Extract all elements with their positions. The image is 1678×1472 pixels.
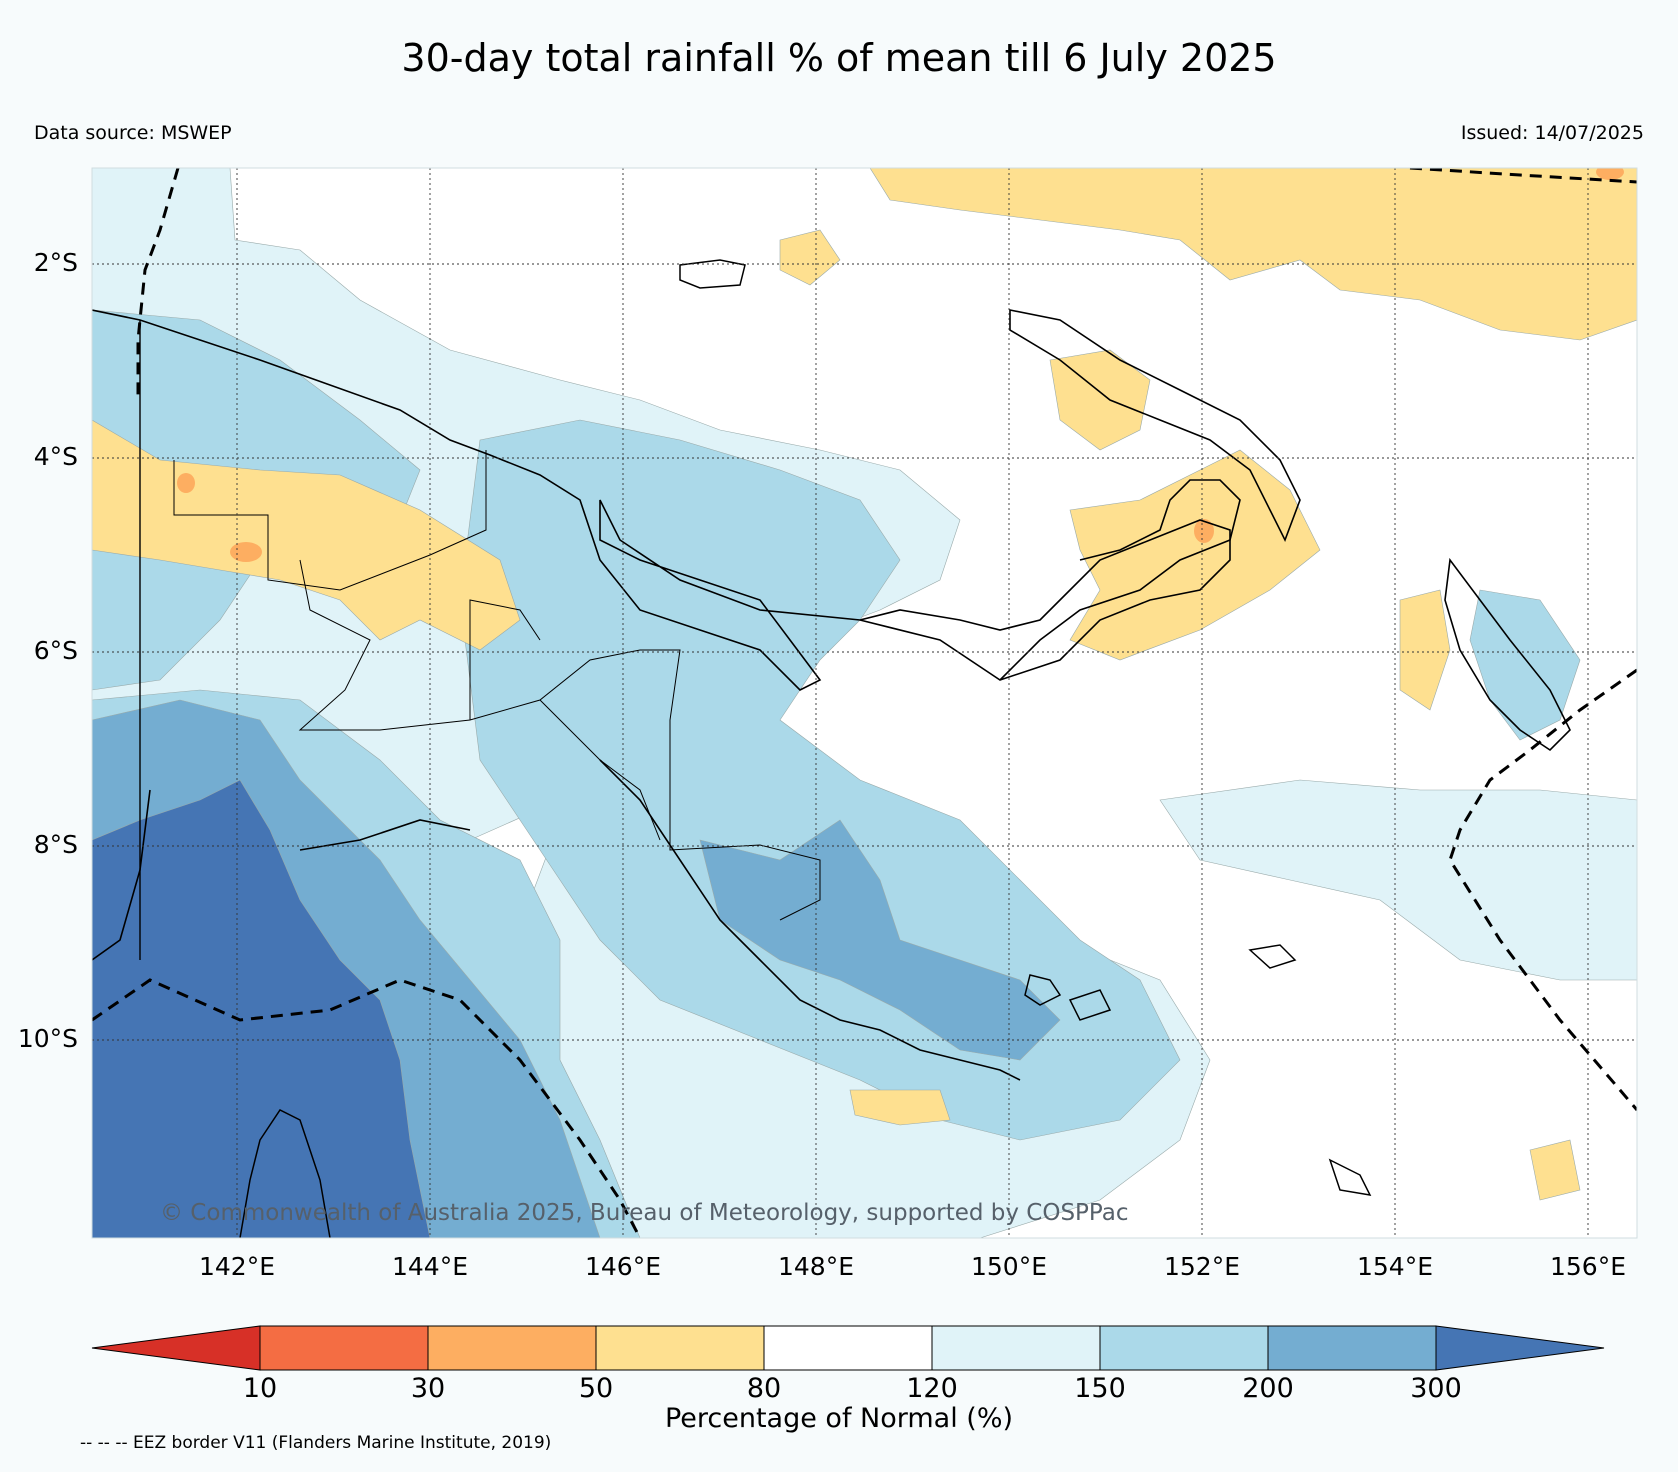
issued-date-label: Issued: 14/07/2025 xyxy=(1460,122,1644,144)
eez-border xyxy=(92,168,1637,1238)
lat-label-8s: 8°S xyxy=(33,830,78,859)
rain-zone-30-50-spot xyxy=(1194,519,1214,543)
province-borders xyxy=(173,450,821,921)
lon-label-142e: 142°E xyxy=(198,1252,275,1281)
copyright-watermark: © Commonwealth of Australia 2025, Bureau… xyxy=(160,1200,1129,1226)
rain-zone-200-300-central xyxy=(699,819,1061,1061)
colorbar-tick: 30 xyxy=(410,1373,446,1404)
lon-label-156e: 156°E xyxy=(1549,1252,1626,1281)
rain-zone-50-80-newireland xyxy=(1049,349,1151,451)
rain-zone-30-50-spot xyxy=(230,542,262,562)
lon-label-152e: 152°E xyxy=(1163,1252,1240,1281)
rain-zone-50-80-southeast xyxy=(1529,1139,1581,1201)
rain-zone-50-80-west xyxy=(92,419,521,651)
lon-label-144e: 144°E xyxy=(391,1252,468,1281)
colorbar-segment-120-150 xyxy=(931,1325,1101,1371)
colorbar xyxy=(91,1325,1605,1371)
colorbar-tick: 200 xyxy=(1242,1373,1294,1404)
lat-label-10s: 10°S xyxy=(17,1024,78,1053)
eez-border-note: -- -- -- EEZ border V11 (Flanders Marine… xyxy=(80,1433,552,1453)
coastline-new-guinea xyxy=(92,309,1231,1081)
coastline-cape-york xyxy=(239,1109,331,1238)
data-source-label: Data source: MSWEP xyxy=(34,122,232,144)
rain-zone-120-150-east xyxy=(1159,779,1637,981)
rain-zone-50-80-south xyxy=(849,1089,951,1126)
rain-zone-50-80-bougainville xyxy=(1399,589,1451,711)
lat-label-4s: 4°S xyxy=(33,442,78,471)
lat-label-2s: 2°S xyxy=(33,248,78,277)
lat-label-6s: 6°S xyxy=(33,636,78,665)
lon-label-148e: 148°E xyxy=(777,1252,854,1281)
rain-zone-150-200-central xyxy=(459,419,1181,1141)
colorbar-segment-200-300 xyxy=(1267,1325,1437,1371)
colorbar-label: Percentage of Normal (%) xyxy=(664,1403,1014,1434)
coastline-bougainville xyxy=(1444,557,1571,752)
colorbar-segment-30-50 xyxy=(427,1325,597,1371)
colorbar-segment-gt300 xyxy=(1435,1325,1605,1371)
colorbar-segment-lt10 xyxy=(91,1325,261,1371)
colorbar-segment-50-80 xyxy=(595,1325,765,1371)
colorbar-tick: 120 xyxy=(906,1373,958,1404)
colorbar-tick: 300 xyxy=(1410,1373,1462,1404)
colorbar-tick: 150 xyxy=(1074,1373,1126,1404)
coastline-d-entrecasteaux xyxy=(1024,944,1372,1196)
map-title: 30-day total rainfall % of mean till 6 J… xyxy=(401,36,1277,80)
rain-zone-30-50-spot xyxy=(177,473,195,493)
lon-label-150e: 150°E xyxy=(970,1252,1047,1281)
colorbar-tick: 50 xyxy=(578,1373,614,1404)
colorbar-segment-150-200 xyxy=(1099,1325,1269,1371)
coastline-manus xyxy=(679,259,746,289)
rain-zone-30-50-spot xyxy=(1596,168,1624,180)
colorbar-segment-80-120 xyxy=(763,1325,933,1371)
lon-label-146e: 146°E xyxy=(584,1252,661,1281)
colorbar-segment-10-30 xyxy=(259,1325,429,1371)
rain-zone-50-80-northeast xyxy=(869,168,1637,341)
gridlines xyxy=(92,168,1637,1238)
coastline-new-ireland xyxy=(1009,309,1301,542)
lon-label-154e: 154°E xyxy=(1356,1252,1433,1281)
colorbar-tick: 80 xyxy=(746,1373,782,1404)
rain-zone-150-200-east xyxy=(1469,589,1581,741)
map-frame xyxy=(91,167,1638,1239)
rain-zone-50-80-manus xyxy=(779,229,841,286)
rain-zone-over-300 xyxy=(92,779,431,1238)
colorbar-tick: 10 xyxy=(242,1373,278,1404)
coastline-new-britain xyxy=(999,479,1241,681)
